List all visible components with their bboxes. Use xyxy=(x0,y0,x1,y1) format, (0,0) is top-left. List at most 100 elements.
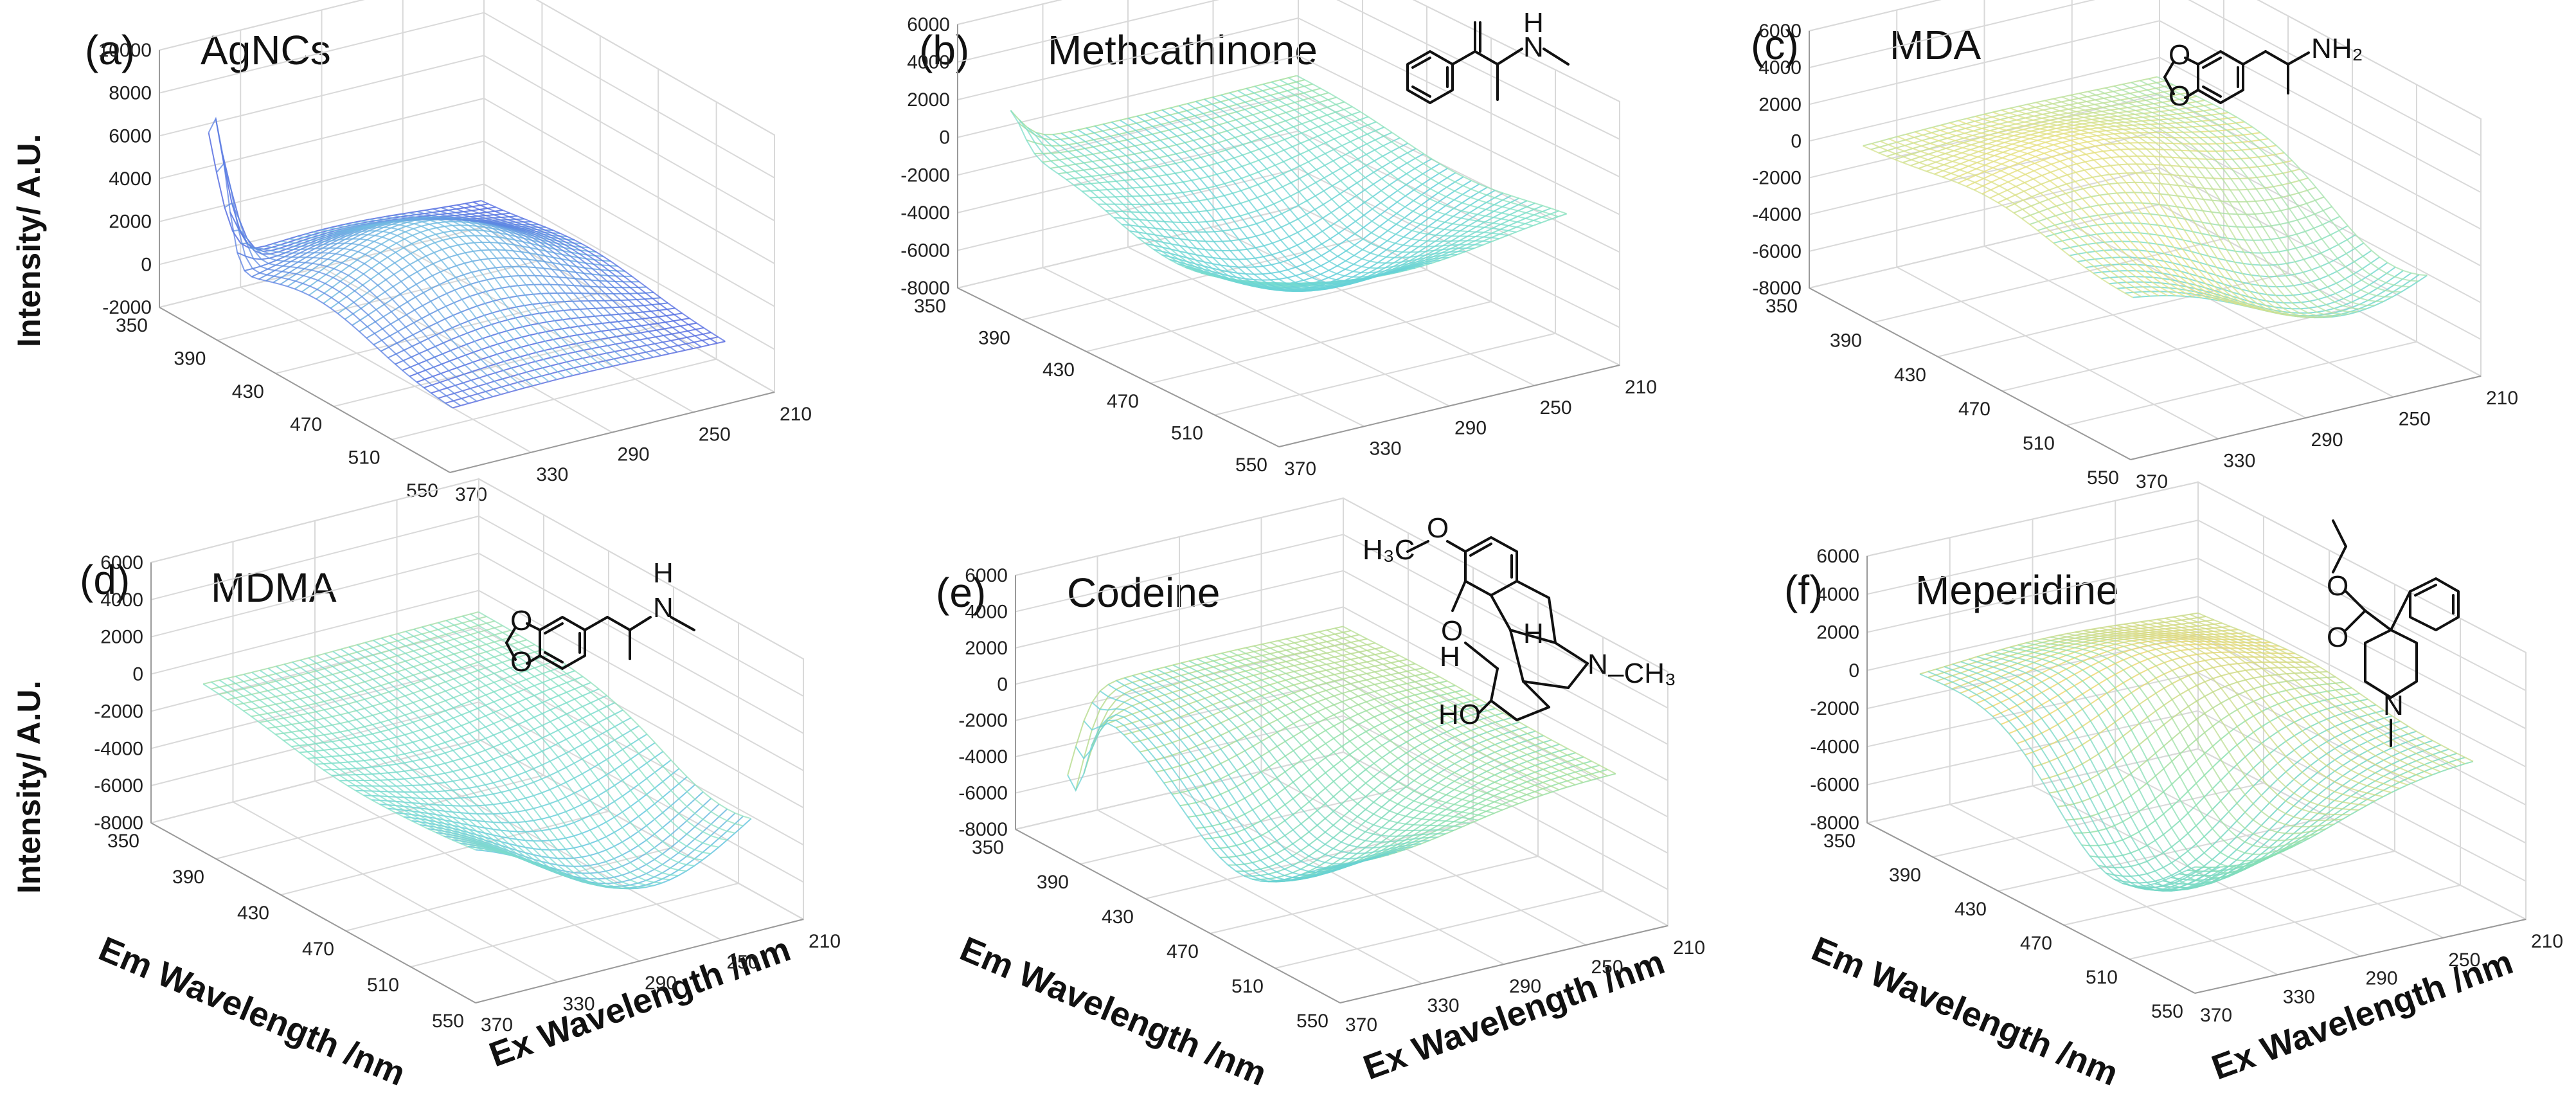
em-tick-label: 430 xyxy=(1894,364,1926,386)
z-tick-label: -4000 xyxy=(900,203,950,224)
z-tick-label: -8000 xyxy=(1752,278,1802,299)
surface-mesh xyxy=(1010,75,1567,292)
z-tick-label: -6000 xyxy=(900,240,950,261)
z-tick-label: 4000 xyxy=(907,52,950,73)
panel-name-e: Codeine xyxy=(1067,570,1220,616)
panel-label-f: (f) xyxy=(1784,567,1823,613)
codeine-ho: HO xyxy=(1438,699,1481,730)
z-tick-label: -2000 xyxy=(102,297,152,318)
z-tick-label: 2000 xyxy=(100,627,143,648)
z-tick-label: -8000 xyxy=(958,819,1008,840)
z-tick-label: -6000 xyxy=(1810,775,1859,796)
ex-tick-label: 330 xyxy=(563,994,595,1015)
panel-name-b: Methcathinone xyxy=(1048,27,1318,73)
ex-tick-label: 210 xyxy=(809,931,841,952)
z-tick-label: 6000 xyxy=(907,14,950,35)
z-tick-label: -6000 xyxy=(1752,241,1802,262)
ex-tick-label: 250 xyxy=(699,424,731,445)
z-tick-label: 6000 xyxy=(965,565,1008,586)
ex-tick-label: 210 xyxy=(780,404,812,425)
em-tick-label: 470 xyxy=(1107,391,1139,412)
codeine-structure: H₃C O O N –CH₃ H H HO xyxy=(1363,512,1676,730)
em-tick-label: 430 xyxy=(232,381,264,402)
mda-o-top: O xyxy=(2169,39,2190,71)
meperidine-o-carbonyl: O xyxy=(2327,622,2348,653)
ex-tick-label: 290 xyxy=(645,973,677,994)
z-tick-label: -4000 xyxy=(1810,736,1859,757)
mdma-amine-h: H xyxy=(653,557,674,589)
codeine-o2: O xyxy=(1441,615,1463,647)
z-tick-label: 4000 xyxy=(965,601,1008,622)
ex-tick-label: 370 xyxy=(1345,1014,1377,1036)
z-tick-label: -2000 xyxy=(900,165,950,186)
em-tick-label: 470 xyxy=(302,939,334,960)
z-tick-label: 0 xyxy=(997,674,1008,695)
z-tick-label: 4000 xyxy=(1816,584,1859,605)
codeine-ch3: –CH₃ xyxy=(1608,658,1676,689)
em-tick-label: 550 xyxy=(432,1011,464,1032)
codeine-o1: O xyxy=(1427,512,1449,544)
mda-o-bottom: O xyxy=(2169,80,2190,112)
z-tick-label: -2000 xyxy=(94,701,143,722)
em-tick-label: 470 xyxy=(1167,941,1199,962)
em-tick-label: 390 xyxy=(1037,872,1069,893)
surface-mesh xyxy=(208,116,726,409)
z-tick-label: -8000 xyxy=(1810,813,1859,834)
z-tick-label: 2000 xyxy=(1758,94,1802,115)
mdma-amine-n: N xyxy=(653,592,674,624)
em-tick-label: 430 xyxy=(1042,359,1075,381)
em-tick-label: 350 xyxy=(1823,831,1856,852)
mdma-o-top: O xyxy=(510,605,532,636)
ex-tick-label: 290 xyxy=(2366,968,2398,989)
z-tick-label: -2000 xyxy=(1810,698,1859,719)
ex-tick-label: 370 xyxy=(1284,458,1316,480)
mda-structure: O O NH₂ xyxy=(2163,33,2363,112)
ex-tick-label: 250 xyxy=(2399,409,2431,430)
em-tick-label: 510 xyxy=(2023,433,2055,455)
surface-mesh xyxy=(1067,626,1616,883)
z-tick-label: -2000 xyxy=(1752,168,1802,189)
surface-mesh xyxy=(1919,612,2474,892)
ex-tick-label: 330 xyxy=(1370,438,1402,459)
z-tick-label: 0 xyxy=(132,664,143,685)
ex-tick-label: 250 xyxy=(727,952,759,973)
panel-label-b: (b) xyxy=(919,27,969,73)
mdma-structure: O O H N xyxy=(505,557,695,678)
em-tick-label: 390 xyxy=(174,348,206,369)
z-tick-label: 0 xyxy=(1848,660,1859,681)
z-tick-label: 2000 xyxy=(109,212,152,233)
em-tick-label: 510 xyxy=(367,975,399,996)
panel-label-c: (c) xyxy=(1751,22,1799,68)
z-tick-label: 0 xyxy=(1791,130,1802,152)
mdma-o-bottom: O xyxy=(510,646,532,678)
codeine-methoxy: H₃C xyxy=(1363,534,1415,566)
em-axis-title-d: Em Wavelength /nm xyxy=(93,930,411,1094)
em-tick-label: 550 xyxy=(2087,467,2119,489)
panel-label-d: (d) xyxy=(80,557,130,603)
em-tick-label: 470 xyxy=(2020,933,2052,954)
em-tick-label: 350 xyxy=(116,315,148,336)
panel-label-a: (a) xyxy=(85,27,135,73)
em-tick-label: 470 xyxy=(290,414,322,435)
ex-tick-label: 290 xyxy=(1509,976,1541,997)
em-tick-label: 430 xyxy=(1102,906,1134,928)
em-tick-label: 510 xyxy=(2086,967,2118,988)
ex-tick-label: 330 xyxy=(2283,986,2315,1007)
z-tick-label: 4000 xyxy=(109,168,152,190)
panel-name-f: Meperidine xyxy=(1915,567,2119,613)
codeine-n: N xyxy=(1588,649,1608,680)
em-tick-label: 510 xyxy=(1231,976,1264,997)
z-tick-label: 0 xyxy=(939,127,950,148)
ex-tick-label: 290 xyxy=(618,444,650,465)
ex-tick-label: 370 xyxy=(481,1014,513,1036)
ex-tick-label: 370 xyxy=(2136,471,2168,492)
codeine-h1: H xyxy=(1440,641,1460,672)
methcathinone-amine-h: H xyxy=(1523,7,1544,39)
em-axis-title-e: Em Wavelength /nm xyxy=(954,930,1272,1094)
ex-tick-label: 290 xyxy=(2311,429,2343,451)
z-tick-label: 2000 xyxy=(1816,622,1859,644)
